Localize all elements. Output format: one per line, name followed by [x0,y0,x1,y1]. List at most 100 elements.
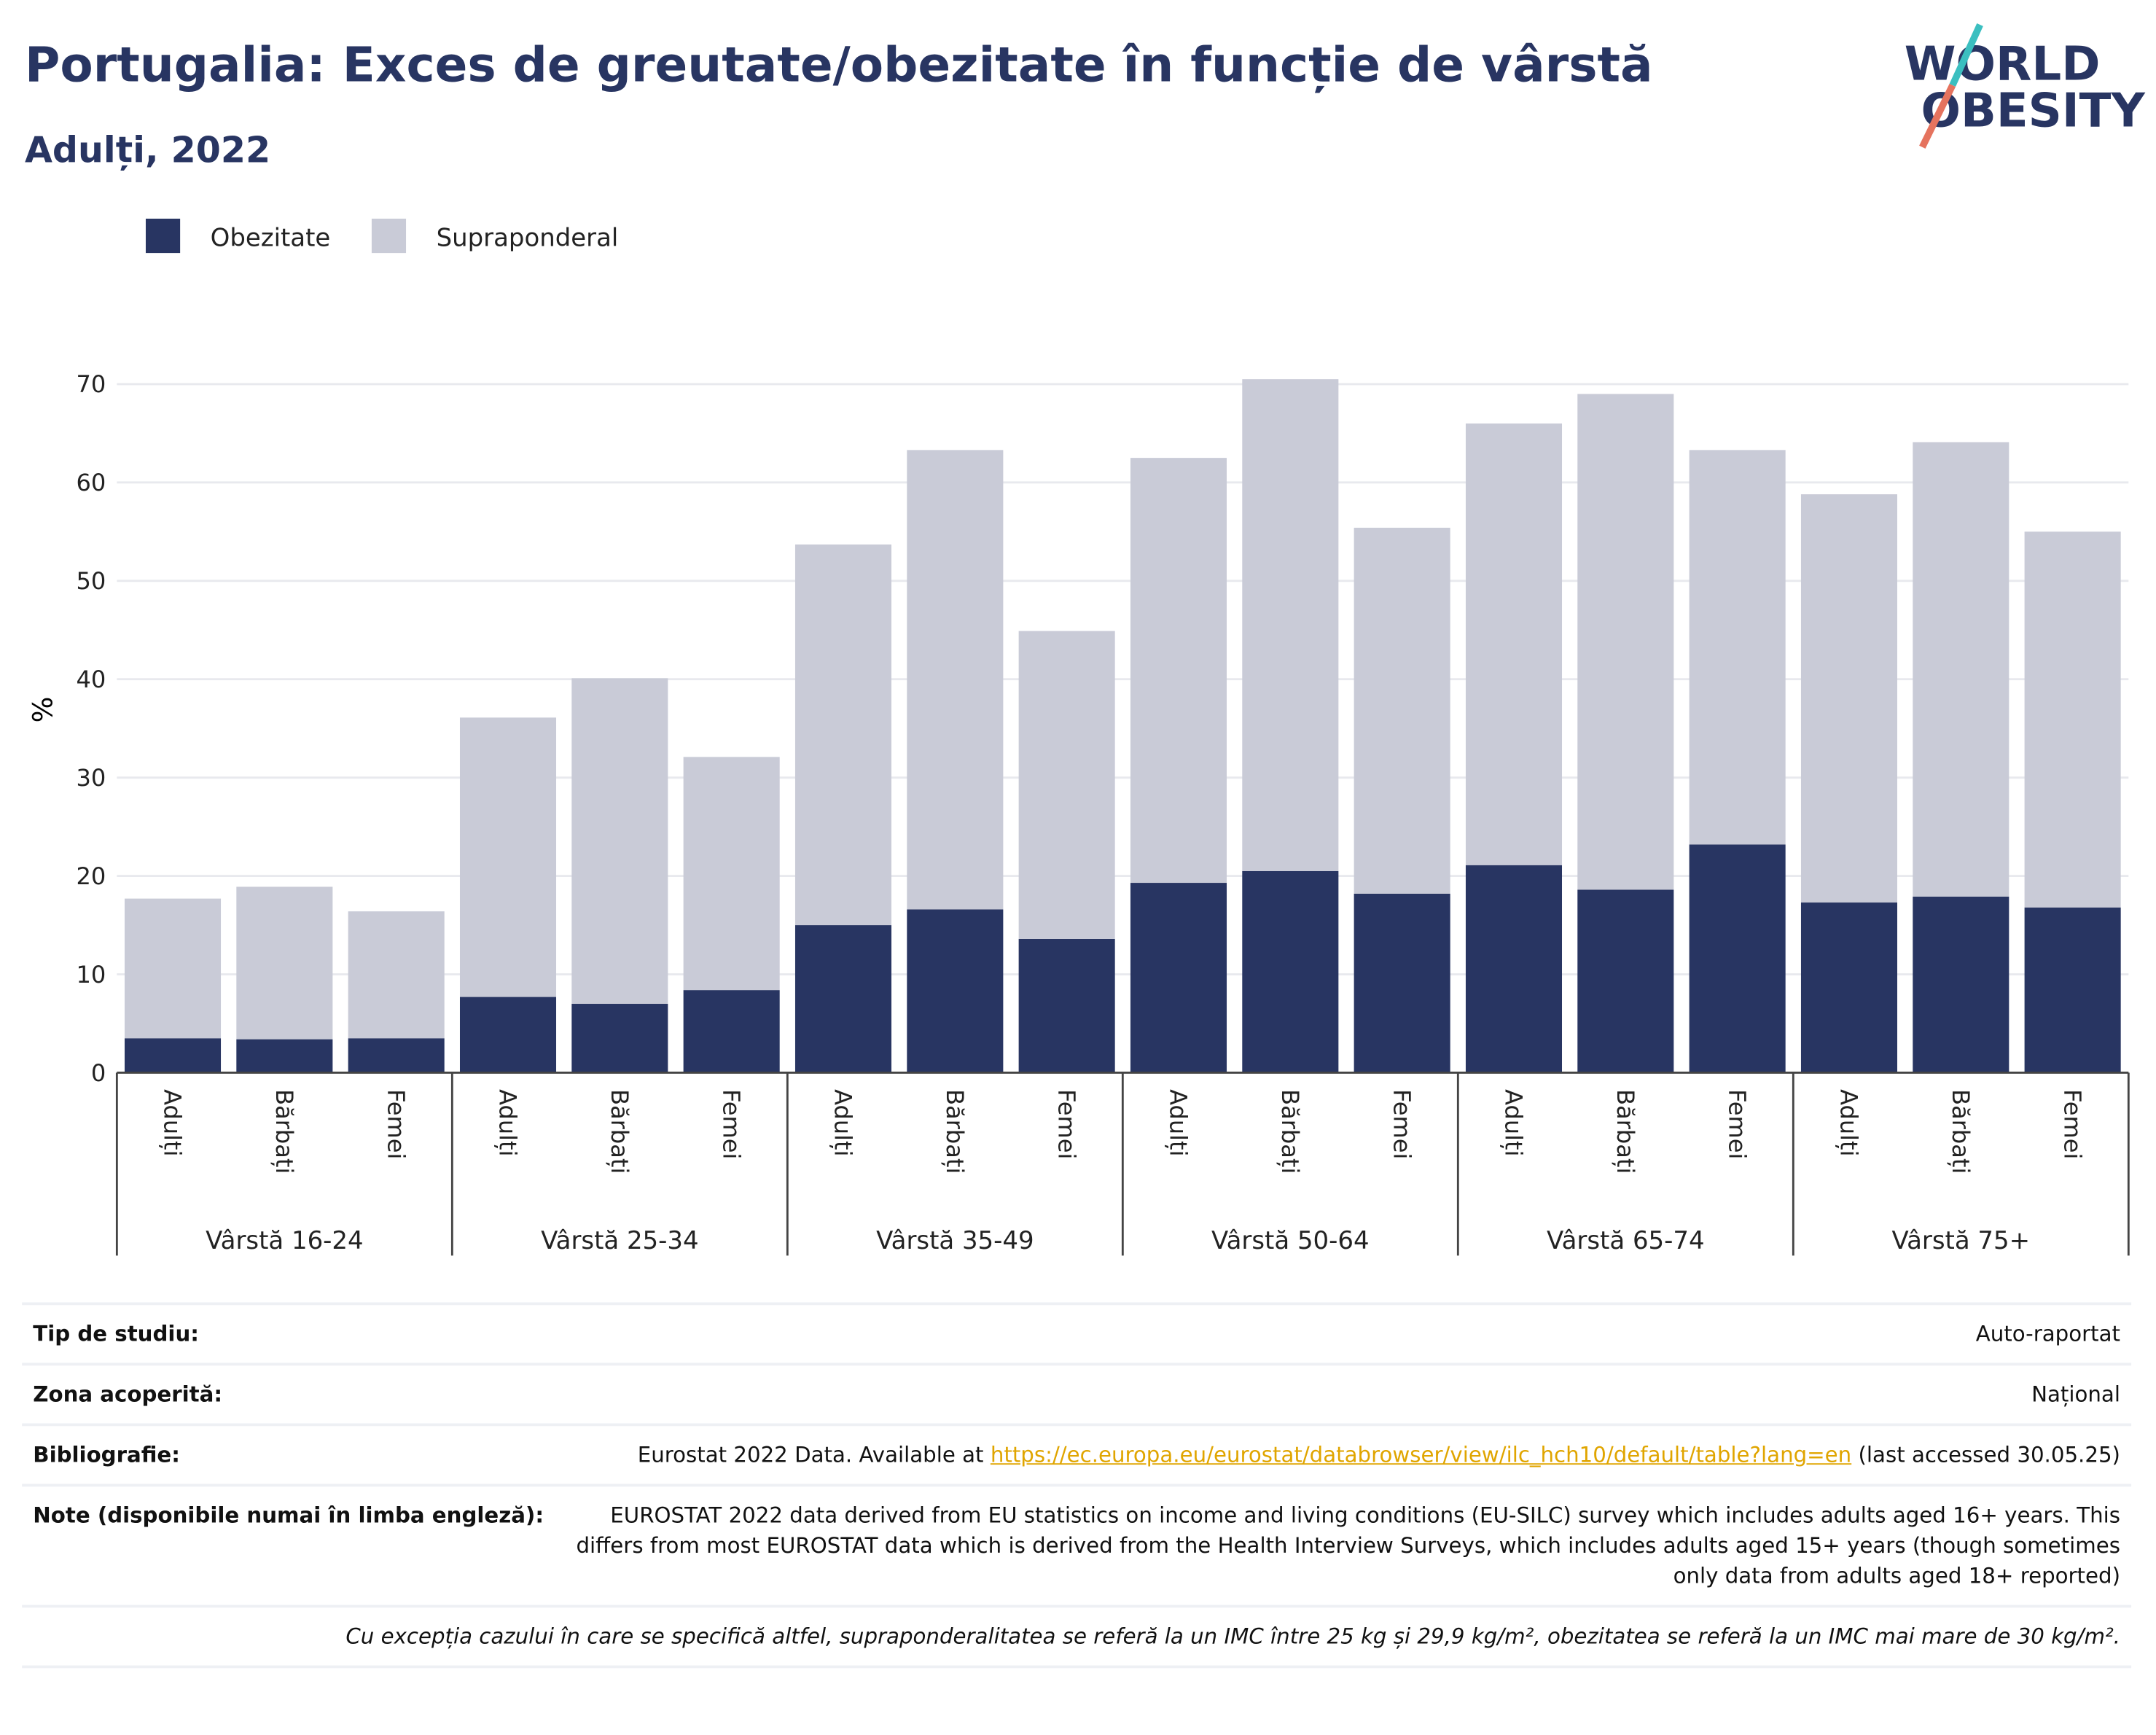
bar-segment [1800,902,1898,1073]
bar-segment [124,898,222,1039]
bar-segment [1018,938,1115,1073]
logo-text: OBESITY [1921,84,2146,139]
bar-segment [1913,896,2009,1073]
row-label: Tip de studiu: [33,1321,199,1346]
bar-segment [2024,907,2121,1073]
bar-segment [1130,883,1227,1073]
bar-segment [794,925,892,1073]
bib-suffix: (last accessed 30.05.25) [1858,1442,2120,1467]
y-tick-label: 60 [76,469,106,496]
bar-segment [1689,844,1786,1073]
bar-segment [683,757,780,991]
x-tick-label: Femei [1052,1089,1080,1159]
x-tick-label: Bărbați [606,1089,633,1174]
bib-link[interactable]: https://ec.europa.eu/eurostat/databrowse… [990,1442,1852,1467]
row-value: Eurostat 2022 Data. Available at https:/… [638,1440,2120,1470]
x-tick-label: Bărbați [1947,1089,1975,1174]
x-tick-label: Bărbați [1276,1089,1304,1174]
group-label: Vârstă 16-24 [206,1226,364,1255]
bar-segment [124,1038,222,1073]
footnote: Cu excepția cazului în care se specifică… [345,1623,2120,1649]
legend-label: Obezitate [211,224,331,253]
logo-slash [1919,83,1956,149]
y-tick-label: 30 [76,764,106,792]
x-tick-label: Bărbați [1612,1089,1639,1174]
bar-segment [1465,423,1563,865]
x-tick-label: Femei [382,1089,410,1159]
logo-text: WORLD [1905,36,2101,91]
chart: Portugalia: Exces de greutate/obezitate … [25,23,2146,1256]
x-tick-label: Adulți [1500,1089,1528,1156]
group-label: Vârstă 25-34 [541,1226,699,1255]
legend-swatch [371,218,407,254]
x-tick-label: Adulți [494,1089,522,1156]
bar-segment [1800,494,1898,903]
footer-row: Tip de studiu: Auto-raportat [22,1302,2132,1363]
legend-label: Supraponderal [437,224,619,253]
bar-segment [1913,442,2009,897]
row-value: Național [2031,1381,2120,1407]
bar-segment [1242,870,1339,1073]
footer-row: Bibliografie: Eurostat 2022 Data. Availab… [22,1423,2132,1484]
bar-segment [1018,631,1115,939]
x-tick-label: Bărbați [941,1089,969,1174]
x-tick-label: Bărbați [270,1089,298,1174]
bar-segment [236,1039,333,1073]
x-tick-label: Adulți [159,1089,187,1156]
y-tick-label: 0 [91,1059,106,1087]
footer-row: Note (disponibile numai în limba engleză… [22,1483,2132,1605]
bar-segment [1242,379,1339,871]
x-tick-label: Femei [1723,1089,1751,1159]
logo: WORLD OBESITY [1905,23,2146,149]
bar-segment [1354,527,1450,894]
bar-segment [571,1004,668,1073]
bar-segment [1465,865,1563,1073]
x-tick-label: Femei [1388,1089,1415,1159]
row-value: EUROSTAT 2022 data derived from EU stati… [576,1502,2120,1588]
y-axis-label: % [27,697,59,723]
y-tick-label: 20 [76,862,106,890]
footer: Tip de studiu: Auto-raportat Zona acoperit… [22,1302,2132,1669]
x-tick-label: Adulți [829,1089,857,1156]
bib-text: Eurostat 2022 Data. Available at [637,1442,984,1467]
x-tick-label: Adulți [1835,1089,1863,1156]
group-label: Vârstă 75+ [1892,1226,2031,1255]
legend-swatch [145,218,181,254]
footer-row: Zona acoperită: Național [22,1362,2132,1424]
group-label: Vârstă 35-49 [876,1226,1034,1255]
row-label: Zona acoperită: [33,1381,223,1407]
x-tick-label: Adulți [1165,1089,1192,1156]
bar-segment [348,911,445,1039]
bar-segment [1130,458,1227,884]
bar-segment [236,886,333,1040]
bar-segment [907,909,1004,1073]
chart-title: Portugalia: Exces de greutate/obezitate … [25,36,1653,93]
bar-segment [2024,531,2121,908]
row-label: Bibliografie: [33,1442,180,1467]
bar-segment [1354,893,1450,1073]
bar-segment [1577,889,1674,1073]
group-label: Vârstă 50-64 [1211,1226,1370,1255]
bar-segment [1689,450,1786,845]
logo-slash [1949,23,1983,87]
bar-segment [683,990,780,1073]
bar-segment [1577,394,1674,890]
y-tick-label: 50 [76,567,106,595]
x-tick-label: Femei [717,1089,745,1159]
y-tick-label: 10 [76,961,106,989]
row-label: Note (disponibile numai în limba engleză… [33,1502,544,1528]
bar-segment [571,678,668,1005]
group-label: Vârstă 65-74 [1547,1226,1705,1255]
bar-segment [459,717,557,997]
chart-subtitle: Adulți, 2022 [25,129,270,171]
y-tick-label: 70 [76,370,106,398]
footnote-row: Cu excepția cazului în care se specifică… [22,1605,2132,1669]
x-tick-label: Femei [2058,1089,2086,1159]
row-value: Auto-raportat [1975,1321,2120,1346]
bar-segment [907,450,1004,910]
y-tick-label: 40 [76,666,106,693]
bar-segment [459,997,557,1073]
bar-segment [794,544,892,926]
